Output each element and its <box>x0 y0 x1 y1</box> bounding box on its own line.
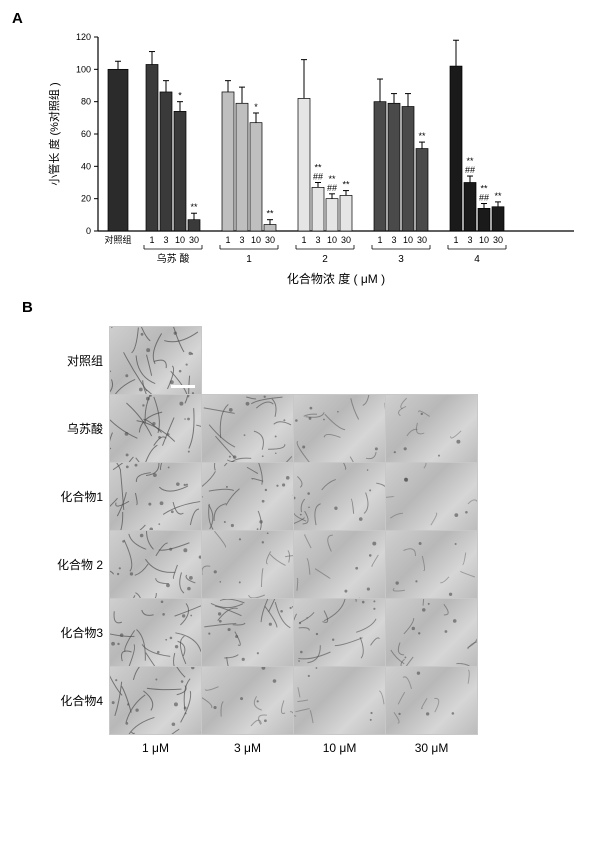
svg-text:**: ** <box>314 163 322 173</box>
micrograph-cell <box>386 395 478 463</box>
micrograph-cell <box>294 463 386 531</box>
svg-text:10: 10 <box>479 235 489 245</box>
svg-text:3: 3 <box>163 235 168 245</box>
svg-text:10: 10 <box>175 235 185 245</box>
svg-text:*: * <box>254 102 258 112</box>
svg-text:30: 30 <box>341 235 351 245</box>
micrograph-cell <box>110 599 202 667</box>
svg-text:3: 3 <box>239 235 244 245</box>
svg-text:2: 2 <box>322 254 328 265</box>
svg-text:3: 3 <box>391 235 396 245</box>
col-label: 3 μM <box>202 735 294 757</box>
micrograph-cell <box>386 667 478 735</box>
row-label: 化合物4 <box>56 667 110 735</box>
svg-text:10: 10 <box>327 235 337 245</box>
micrograph-cell <box>386 531 478 599</box>
svg-text:1: 1 <box>377 235 382 245</box>
micrograph-cell <box>202 667 294 735</box>
micrograph-cell <box>110 327 202 395</box>
panel-b-label: B <box>22 299 593 316</box>
svg-text:**: ** <box>466 156 474 166</box>
svg-text:乌苏 酸: 乌苏 酸 <box>157 252 190 265</box>
svg-text:60: 60 <box>81 129 91 139</box>
svg-text:10: 10 <box>251 235 261 245</box>
micrograph-cell <box>294 667 386 735</box>
svg-text:**: ** <box>418 131 426 141</box>
panel-b: 对照组乌苏酸化合物1化合物 2化合物3化合物41 μM3 μM10 μM30 μ… <box>56 326 593 756</box>
row-label: 化合物1 <box>56 463 110 531</box>
svg-text:##: ## <box>479 193 489 203</box>
svg-text:30: 30 <box>417 235 427 245</box>
svg-text:##: ## <box>465 165 475 175</box>
svg-text:4: 4 <box>474 254 480 265</box>
micrograph-cell <box>294 395 386 463</box>
row-label: 乌苏酸 <box>56 395 110 463</box>
row-label: 化合物 2 <box>56 531 110 599</box>
svg-text:1: 1 <box>301 235 306 245</box>
svg-text:20: 20 <box>81 194 91 204</box>
svg-text:3: 3 <box>467 235 472 245</box>
svg-text:3: 3 <box>315 235 320 245</box>
svg-text:3: 3 <box>398 254 404 265</box>
svg-text:10: 10 <box>403 235 413 245</box>
svg-text:1: 1 <box>149 235 154 245</box>
svg-text:##: ## <box>327 183 337 193</box>
col-label: 30 μM <box>386 735 478 757</box>
micrograph-cell <box>386 463 478 531</box>
scale-bar <box>171 385 195 388</box>
svg-text:**: ** <box>342 180 350 190</box>
svg-text:**: ** <box>328 174 336 184</box>
col-label: 1 μM <box>110 735 202 757</box>
micrograph-cell <box>202 395 294 463</box>
svg-text:1: 1 <box>246 254 252 265</box>
svg-text:1: 1 <box>225 235 230 245</box>
svg-text:30: 30 <box>265 235 275 245</box>
micrograph-cell <box>294 599 386 667</box>
svg-text:80: 80 <box>81 97 91 107</box>
svg-text:120: 120 <box>76 32 91 42</box>
svg-text:0: 0 <box>86 226 91 236</box>
svg-text:40: 40 <box>81 161 91 171</box>
row-label: 对照组 <box>56 327 110 395</box>
svg-text:**: ** <box>266 209 274 219</box>
svg-text:**: ** <box>494 191 502 201</box>
micrograph-cell <box>110 463 202 531</box>
svg-text:化合物浓 度 ( μM ): 化合物浓 度 ( μM ) <box>287 271 385 286</box>
micrograph-cell <box>110 395 202 463</box>
svg-text:对照组: 对照组 <box>104 234 131 245</box>
micrograph-cell <box>202 599 294 667</box>
micrograph-cell <box>110 531 202 599</box>
svg-text:**: ** <box>190 202 198 212</box>
row-label: 化合物3 <box>56 599 110 667</box>
panel-a-label: A <box>12 10 593 27</box>
micrograph-cell <box>110 667 202 735</box>
svg-text:30: 30 <box>493 235 503 245</box>
svg-text:1: 1 <box>453 235 458 245</box>
micrograph-cell <box>294 531 386 599</box>
svg-text:100: 100 <box>76 64 91 74</box>
chart-a: 020406080100120小管长 度 (%对照组 )对照组13*10**30… <box>42 29 593 289</box>
svg-text:小管长 度 (%对照组 ): 小管长 度 (%对照组 ) <box>47 82 61 185</box>
micrograph-cell <box>202 531 294 599</box>
svg-text:**: ** <box>480 184 488 194</box>
svg-text:*: * <box>178 91 182 101</box>
svg-text:##: ## <box>313 172 323 182</box>
micrograph-cell <box>202 463 294 531</box>
svg-text:30: 30 <box>189 235 199 245</box>
col-label: 10 μM <box>294 735 386 757</box>
micrograph-cell <box>386 599 478 667</box>
